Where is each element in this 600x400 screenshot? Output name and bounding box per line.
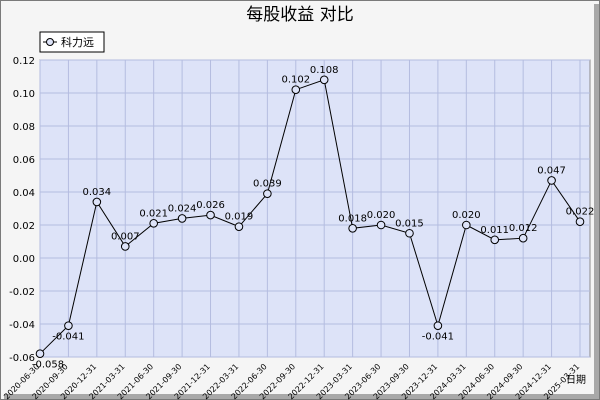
data-point xyxy=(575,217,585,226)
data-point xyxy=(177,214,187,223)
data-point xyxy=(35,349,45,359)
x-axis-label: 日期 xyxy=(566,374,586,386)
y-tick-label: 0.00 xyxy=(13,254,35,265)
frame-shadow-right xyxy=(594,4,599,399)
data-label: 0.018 xyxy=(338,213,367,224)
data-label: 0.022 xyxy=(566,207,595,218)
series-line xyxy=(39,79,581,355)
data-point xyxy=(291,85,301,94)
y-tick-label: 0.02 xyxy=(13,221,35,232)
data-point xyxy=(348,224,357,233)
y-tick-label: 0.06 xyxy=(13,155,35,166)
data-point xyxy=(206,210,215,220)
y-tick-label: -0.02 xyxy=(9,287,35,298)
data-label: 0.015 xyxy=(395,218,424,229)
chart-title: 每股收益 对比 xyxy=(246,5,353,25)
data-point xyxy=(120,242,130,251)
data-label: 0.034 xyxy=(83,187,112,198)
data-point xyxy=(462,220,471,230)
data-point xyxy=(149,219,158,228)
legend: 科力远 xyxy=(39,31,105,53)
data-label: 0.011 xyxy=(480,225,509,236)
data-label: 0.039 xyxy=(253,179,282,190)
data-point xyxy=(405,228,414,238)
y-ticks: 0.12 0.10 0.08 0.06 0.04 0.02 0.00 -0.02 -0.04 -0… xyxy=(9,56,35,364)
data-point xyxy=(518,233,528,243)
data-label: 0.012 xyxy=(509,223,538,234)
y-tick-label: -0.04 xyxy=(9,320,35,331)
data-label: -0.041 xyxy=(52,332,84,343)
frame-shadow-bottom xyxy=(4,394,599,399)
series-layer xyxy=(35,75,585,359)
data-point xyxy=(490,235,500,245)
data-label: 0.047 xyxy=(537,165,566,176)
plot-area xyxy=(39,59,591,358)
y-tick-label: 0.10 xyxy=(13,89,35,100)
data-point xyxy=(263,189,272,198)
x-ticks: 2020-06-302020-09-302020-12-312021-03-31… xyxy=(2,362,581,400)
data-label: 0.024 xyxy=(168,203,197,214)
y-tick-label: 0.04 xyxy=(13,188,35,199)
y-tick-label: 0.08 xyxy=(13,122,35,133)
data-label: 0.108 xyxy=(310,65,339,76)
legend-label: 科力远 xyxy=(61,35,94,49)
data-label: 0.102 xyxy=(281,75,310,86)
y-tick-label: 0.12 xyxy=(13,56,35,67)
data-point xyxy=(376,220,386,230)
data-point xyxy=(64,321,73,330)
data-label: 0.007 xyxy=(111,231,140,242)
legend-marker-icon xyxy=(46,38,54,46)
data-point xyxy=(547,176,556,185)
y-tick-label: -0.06 xyxy=(9,353,35,364)
data-label: 0.021 xyxy=(139,208,168,219)
data-point xyxy=(92,197,102,207)
data-label: -0.058 xyxy=(32,360,64,371)
grid-layer xyxy=(39,59,590,358)
data-point xyxy=(319,75,329,85)
data-point xyxy=(433,321,443,330)
legend-box xyxy=(39,31,105,53)
data-label: 0.026 xyxy=(196,200,225,211)
data-point xyxy=(234,222,244,231)
data-label: -0.041 xyxy=(422,332,454,343)
data-label: 0.019 xyxy=(225,212,254,223)
data-label: 0.020 xyxy=(367,210,396,221)
data-label: 0.020 xyxy=(452,210,481,221)
